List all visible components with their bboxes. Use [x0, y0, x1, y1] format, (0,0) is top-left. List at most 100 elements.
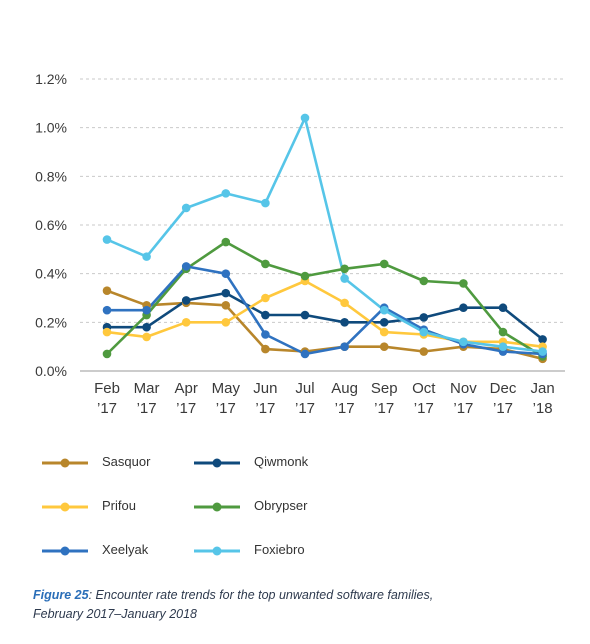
data-point-prifou	[261, 293, 270, 303]
x-tick-label: ’17	[295, 400, 315, 417]
data-point-obrypser	[300, 271, 310, 281]
series-line-qiwmonk	[105, 291, 544, 341]
legend-swatch-sasquor	[42, 458, 88, 468]
data-point-xeelyak	[142, 305, 151, 315]
data-point-xeelyak	[300, 349, 310, 359]
x-tick-label: Feb	[94, 380, 120, 397]
x-tick-label: Sep	[371, 380, 398, 397]
x-tick-label: ’17	[216, 400, 236, 417]
legend-label: Foxiebro	[254, 542, 305, 557]
caption-text: : Encounter rate trends for the top unwa…	[88, 588, 434, 602]
data-point-foxiebro	[498, 342, 508, 351]
data-point-obrypser	[498, 327, 508, 337]
data-point-sasquor	[419, 347, 429, 356]
data-point-foxiebro	[142, 252, 151, 261]
data-point-prifou	[142, 332, 151, 342]
data-point-foxiebro	[419, 327, 429, 337]
data-point-qiwmonk	[181, 296, 191, 305]
legend-swatch-foxiebro	[194, 546, 240, 556]
y-tick-label: 0.6%	[35, 217, 67, 233]
data-point-obrypser	[379, 259, 389, 269]
data-point-foxiebro	[221, 189, 231, 198]
series-line-prifou	[105, 279, 544, 349]
data-point-qiwmonk	[221, 288, 231, 298]
data-point-qiwmonk	[498, 303, 508, 313]
y-tick-label: 1.0%	[35, 120, 67, 136]
legend-label: Qiwmonk	[254, 454, 309, 469]
data-point-qiwmonk	[379, 318, 389, 327]
data-point-foxiebro	[459, 337, 468, 347]
data-point-foxiebro	[300, 113, 310, 123]
data-point-xeelyak	[340, 342, 349, 351]
data-point-foxiebro	[538, 347, 547, 356]
data-point-qiwmonk	[538, 335, 547, 344]
data-point-xeelyak	[221, 269, 231, 278]
x-tick-label: Apr	[175, 380, 198, 397]
data-point-xeelyak	[102, 305, 112, 315]
y-axis-ticks: 0.0% 0.2% 0.4% 0.6% 0.8% 1.0% 1.2%	[35, 71, 67, 379]
data-point-sasquor	[261, 344, 270, 354]
legend-label: Xeelyak	[102, 542, 149, 557]
data-point-qiwmonk	[459, 303, 468, 313]
line-chart: 0.0% 0.2% 0.4% 0.6% 0.8% 1.0% 1.2% Feb ’17 Mar ’1…	[35, 71, 565, 417]
x-tick-label: Dec	[490, 380, 517, 397]
data-point-foxiebro	[340, 274, 349, 283]
data-point-qiwmonk	[340, 318, 349, 327]
y-tick-label: 1.2%	[35, 71, 67, 87]
x-tick-label: ’17	[414, 400, 434, 417]
data-point-xeelyak	[261, 330, 270, 339]
x-tick-label: Nov	[450, 380, 477, 397]
data-point-obrypser	[419, 276, 429, 286]
data-point-prifou	[181, 318, 191, 327]
x-tick-label: ’17	[97, 400, 117, 417]
series-line-xeelyak	[105, 265, 544, 356]
data-point-sasquor	[221, 301, 231, 310]
data-point-qiwmonk	[300, 310, 310, 320]
data-point-qiwmonk	[142, 322, 151, 332]
caption-line-1: Figure 25: Encounter rate trends for the…	[33, 586, 573, 605]
x-tick-label: Oct	[412, 380, 436, 397]
x-tick-label: ’17	[374, 400, 394, 417]
x-tick-label: ’17	[137, 400, 157, 417]
data-point-foxiebro	[379, 305, 389, 315]
data-point-prifou	[221, 318, 231, 327]
x-tick-label: Jun	[253, 380, 277, 397]
legend-swatch-qiwmonk	[194, 458, 240, 468]
chart-grid	[80, 78, 565, 372]
data-point-sasquor	[379, 342, 389, 351]
x-tick-label: ’17	[453, 400, 473, 417]
x-tick-label: ’17	[493, 400, 513, 417]
y-tick-label: 0.2%	[35, 314, 67, 330]
data-point-foxiebro	[181, 203, 191, 213]
x-tick-label: Jan	[531, 380, 555, 397]
legend-swatch-obrypser	[194, 502, 240, 512]
data-point-foxiebro	[102, 235, 112, 244]
x-tick-label: ’17	[335, 400, 355, 417]
data-point-qiwmonk	[419, 313, 429, 322]
x-tick-label: Jul	[295, 380, 314, 397]
figure-caption: Figure 25: Encounter rate trends for the…	[33, 586, 573, 624]
data-point-xeelyak	[181, 262, 191, 271]
data-point-sasquor	[102, 286, 112, 296]
legend-label: Sasquor	[102, 454, 151, 469]
data-point-obrypser	[221, 237, 231, 247]
caption-line-2: February 2017–January 2018	[33, 607, 198, 621]
x-tick-label: ’17	[255, 400, 275, 417]
legend-label: Obrypser	[254, 498, 308, 513]
series-points	[102, 113, 547, 364]
y-tick-label: 0.4%	[35, 266, 67, 282]
data-point-prifou	[340, 298, 349, 308]
legend-swatch-prifou	[42, 502, 88, 512]
x-tick-label: Aug	[331, 380, 358, 397]
data-point-obrypser	[261, 259, 270, 269]
data-point-foxiebro	[261, 198, 270, 208]
data-point-obrypser	[102, 349, 112, 359]
data-point-obrypser	[340, 264, 349, 274]
x-axis-ticks: Feb ’17 Mar ’17 Apr ’17 May ’17 Jun ’17 Jul ’17 Aug ’…	[94, 380, 555, 417]
x-tick-label: May	[212, 380, 241, 397]
data-point-prifou	[379, 327, 389, 337]
data-point-prifou	[102, 327, 112, 337]
x-tick-label: Mar	[134, 380, 160, 397]
series-line-foxiebro	[105, 116, 544, 353]
series-line-obrypser	[105, 240, 544, 358]
